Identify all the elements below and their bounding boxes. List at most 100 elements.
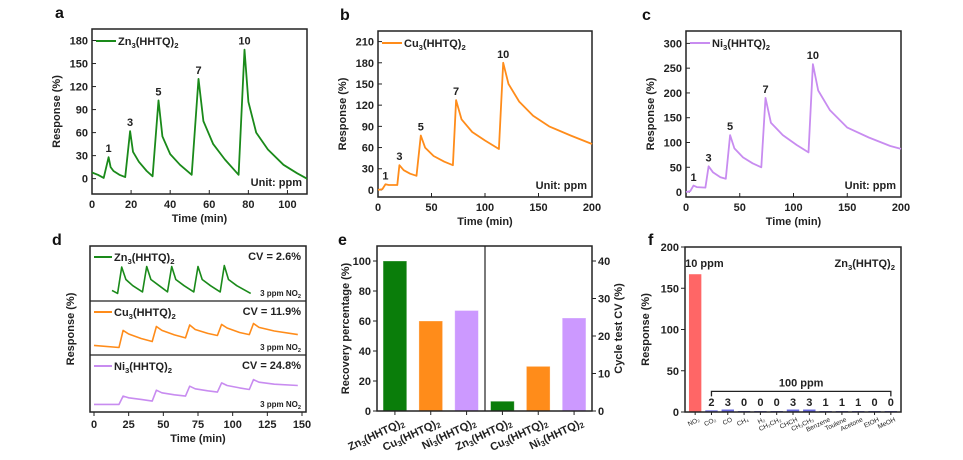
series-line — [93, 322, 298, 349]
formula-subscript: 3 — [125, 366, 129, 375]
formula-subscript: 2 — [542, 420, 550, 430]
peak-label: 3 — [706, 152, 712, 164]
series-line — [94, 378, 298, 406]
x-tick-label: 60 — [203, 199, 215, 211]
formula-ligand: (HHTQ) — [727, 38, 766, 50]
material-label: Zn3(HHTQ)2 — [834, 258, 895, 272]
x-tick-label: 150 — [293, 419, 311, 431]
y-tick-label: 150 — [664, 113, 682, 125]
peak-label: 7 — [762, 84, 768, 96]
bar — [803, 409, 816, 412]
formula-element: Ni — [420, 437, 435, 453]
x-tick-label: 50 — [734, 202, 746, 214]
y-tick-label-left: 60 — [359, 316, 371, 328]
bar — [561, 317, 587, 412]
y-tick-label-left: 80 — [359, 286, 371, 298]
legend-label: Cu3(HHTQ)2 — [114, 307, 176, 321]
x-tick-label: 75 — [192, 419, 204, 431]
value-label: 1 — [855, 397, 861, 409]
formula-ligand: (HHTQ) — [852, 258, 891, 270]
gas-label: 3 ppm NO2 — [260, 343, 301, 354]
formula-subscript: 2 — [766, 43, 770, 52]
x-tick-label: 25 — [123, 419, 135, 431]
x-tick-label: CO₂ — [703, 416, 718, 428]
subplot-0: Zn3(HHTQ)2 CV = 2.6%3 ppm NO2 — [94, 251, 301, 300]
y-tick-label-right: 40 — [598, 256, 610, 268]
y-tick-label-right: 10 — [598, 369, 610, 381]
y-tick-label: 120 — [70, 82, 88, 94]
gas-text: 3 ppm NO — [260, 289, 298, 298]
formula-subscript: 2 — [578, 420, 586, 430]
bar — [786, 409, 800, 412]
formula-subscript: 2 — [891, 263, 895, 272]
x-tick-label: NO₂ — [687, 416, 702, 428]
value-label: 0 — [888, 397, 894, 409]
formula-element: Ni — [114, 361, 125, 373]
x-tick-label: CO — [722, 416, 734, 426]
unit-annotation: Unit: ppm — [536, 180, 588, 192]
bar — [382, 260, 408, 412]
formula-subscript: 2 — [435, 420, 443, 430]
panel-label: d — [52, 232, 62, 249]
formula-subscript: 3 — [360, 439, 368, 449]
panel-label: a — [55, 5, 64, 22]
subplot-1: Cu3(HHTQ)2 CV = 11.9% 3 ppm NO2 — [93, 306, 302, 354]
y-tick-label-left: 40 — [359, 346, 371, 358]
y-axis-label: Response (%) — [51, 75, 63, 148]
formula-ligand: (HHTQ) — [136, 36, 175, 48]
formula-subscript: 3 — [539, 439, 547, 449]
formula-subscript: 2 — [168, 366, 172, 375]
legend-label: Zn3(HHTQ)2 — [114, 252, 175, 266]
formula-element: Cu — [114, 307, 129, 319]
bracket-label: 100 ppm — [779, 377, 824, 389]
value-label: 3 — [725, 397, 731, 409]
no2-concentration-label: 10 ppm — [685, 258, 724, 270]
formula-subscript: 3 — [129, 312, 133, 321]
unit-annotation: Unit: ppm — [251, 177, 303, 189]
subplot-2: Ni3(HHTQ)2 CV = 24.8%3 ppm NO2 — [94, 360, 301, 411]
value-label: 0 — [741, 397, 747, 409]
series-line — [111, 264, 252, 295]
peak-label: 10 — [238, 36, 250, 48]
x-tick-label: 0 — [683, 202, 689, 214]
formula-element: Zn — [114, 252, 128, 264]
x-tick-label: H₂ — [757, 416, 767, 426]
y-tick-label: 50 — [670, 162, 682, 174]
value-label: 0 — [871, 397, 877, 409]
peak-label: 7 — [453, 86, 459, 98]
formula-ligand: (HHTQ) — [133, 307, 172, 319]
bar — [721, 409, 734, 412]
y-axis-label: Response (%) — [65, 292, 77, 365]
gas-text: 3 ppm NO — [260, 343, 298, 352]
x-tick-label: 0 — [89, 199, 95, 211]
panel-c: c 0 50 100 150 200 250 300 0 50 100 150 200 Time (min… — [642, 7, 910, 228]
y-tick-label: 50 — [667, 366, 679, 378]
y-tick-label-left: 0 — [365, 406, 371, 418]
panel-label: e — [338, 232, 347, 249]
formula-element: Zn — [454, 437, 472, 454]
bar — [490, 400, 515, 412]
formula-subscript: 2 — [461, 43, 465, 52]
bar — [454, 310, 479, 412]
series-line — [91, 48, 308, 180]
x-tick-label: CH₄ — [736, 416, 750, 428]
y-axis-label-left: Recovery percentage (%) — [340, 262, 352, 394]
formula-element: Cu — [381, 437, 399, 454]
formula-subscript: 2 — [170, 257, 174, 266]
plot-frame — [685, 30, 902, 198]
formula-subscript: 3 — [468, 439, 476, 449]
legend-label: Cu3(HHTQ)2 — [404, 38, 466, 52]
y-tick-label: 30 — [76, 151, 88, 163]
value-label: 3 — [806, 397, 812, 409]
cv-label: CV = 11.9% — [243, 306, 302, 318]
x-axis-label: Time (min) — [172, 213, 228, 225]
formula-subscript: 3 — [503, 439, 511, 449]
formula-subscript: 3 — [131, 41, 135, 50]
value-label: 2 — [708, 397, 714, 409]
panel-label: c — [642, 7, 651, 24]
formula-element: Zn — [834, 258, 848, 270]
bar — [418, 320, 443, 412]
legend-label: Ni3(HHTQ)2 — [712, 38, 770, 52]
peak-label: 10 — [807, 50, 819, 62]
